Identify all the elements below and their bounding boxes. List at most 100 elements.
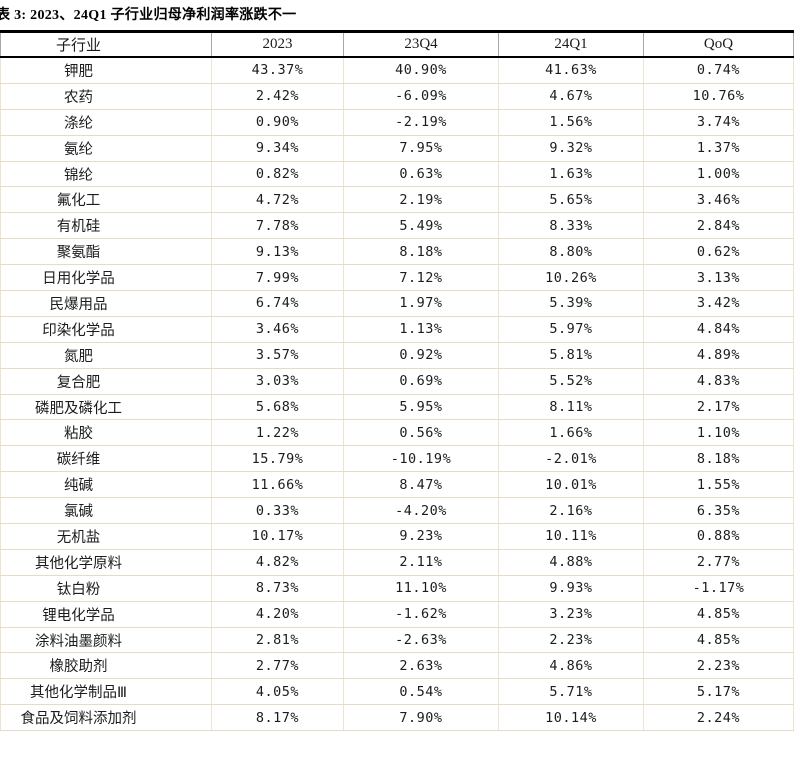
cell-value: 8.18%: [343, 238, 499, 266]
header-row: 子行业 2023 23Q4 24Q1 QoQ: [0, 31, 794, 58]
table-body: 钾肥 43.37% 40.90% 41.63% 0.74% 农药 2.42% -6.09% 4.…: [0, 57, 794, 732]
cell-industry-label: 锂电化学品: [0, 601, 212, 628]
cell-value: 0.33%: [211, 497, 344, 525]
cell-value: 2.24%: [643, 704, 794, 732]
cell-value: 10.01%: [498, 471, 644, 499]
cell-value: 8.80%: [498, 238, 644, 266]
cell-value: 2.42%: [211, 83, 344, 110]
cell-value: 3.46%: [211, 316, 344, 343]
cell-value: 2.19%: [343, 186, 499, 214]
cell-value: 3.42%: [643, 290, 794, 317]
table-row: 聚氨酯 9.13% 8.18% 8.80% 0.62%: [0, 238, 794, 266]
data-table: 子行业 2023 23Q4 24Q1 QoQ 钾肥 43.37% 40.90% 41.63% 0…: [0, 30, 794, 732]
table-row: 氮肥 3.57% 0.92% 5.81% 4.89%: [0, 342, 794, 369]
cell-industry-label: 其他化学原料: [0, 549, 212, 576]
cell-value: 5.17%: [643, 678, 794, 706]
cell-value: 4.85%: [643, 601, 794, 628]
cell-industry-label: 民爆用品: [0, 290, 212, 317]
cell-value: 2.23%: [498, 627, 644, 654]
cell-value: 3.23%: [498, 601, 644, 628]
cell-value: 7.95%: [343, 135, 499, 162]
cell-value: 2.77%: [643, 549, 794, 576]
cell-value: -4.20%: [343, 497, 499, 525]
report-page: 表 3: 2023、24Q1 子行业归母净利润率涨跌不一 子行业 2023 23Q4…: [0, 8, 794, 732]
cell-industry-label: 氯碱: [0, 497, 212, 525]
cell-value: 5.49%: [343, 212, 499, 240]
table-row: 民爆用品 6.74% 1.97% 5.39% 3.42%: [0, 290, 794, 317]
table-row: 有机硅 7.78% 5.49% 8.33% 2.84%: [0, 212, 794, 240]
cell-value: 4.88%: [498, 549, 644, 576]
cell-value: 2.11%: [343, 549, 499, 576]
cell-value: 0.54%: [343, 678, 499, 706]
cell-value: 5.81%: [498, 342, 644, 369]
table-row: 食品及饲料添加剂 8.17% 7.90% 10.14% 2.24%: [0, 704, 794, 732]
cell-industry-label: 磷肥及磷化工: [0, 394, 212, 421]
table-row: 钛白粉 8.73% 11.10% 9.93% -1.17%: [0, 575, 794, 602]
cell-value: 1.22%: [211, 419, 344, 447]
table-row: 日用化学品 7.99% 7.12% 10.26% 3.13%: [0, 264, 794, 292]
cell-value: 2.77%: [211, 652, 344, 680]
table-caption: 表 3: 2023、24Q1 子行业归母净利润率涨跌不一: [0, 8, 297, 23]
cell-industry-label: 氮肥: [0, 342, 212, 369]
cell-value: 10.26%: [498, 264, 644, 292]
table-row: 纯碱 11.66% 8.47% 10.01% 1.55%: [0, 471, 794, 499]
cell-industry-label: 氟化工: [0, 186, 212, 214]
cell-value: 10.14%: [498, 704, 644, 732]
cell-value: 5.52%: [498, 368, 644, 395]
table-row: 印染化学品 3.46% 1.13% 5.97% 4.84%: [0, 316, 794, 343]
table-row: 涂料油墨颜料 2.81% -2.63% 2.23% 4.85%: [0, 627, 794, 654]
table-row: 氨纶 9.34% 7.95% 9.32% 1.37%: [0, 135, 794, 162]
cell-value: 2.81%: [211, 627, 344, 654]
cell-value: 43.37%: [211, 57, 344, 84]
cell-value: 6.35%: [643, 497, 794, 525]
table-row: 无机盐 10.17% 9.23% 10.11% 0.88%: [0, 523, 794, 550]
cell-value: 2.84%: [643, 212, 794, 240]
cell-value: 3.13%: [643, 264, 794, 292]
cell-value: 4.82%: [211, 549, 344, 576]
cell-value: 0.56%: [343, 419, 499, 447]
cell-value: -1.17%: [643, 575, 794, 602]
cell-value: 10.17%: [211, 523, 344, 550]
cell-value: 5.39%: [498, 290, 644, 317]
cell-value: 1.63%: [498, 161, 644, 188]
table-row: 氟化工 4.72% 2.19% 5.65% 3.46%: [0, 186, 794, 214]
cell-value: 10.76%: [643, 83, 794, 110]
cell-value: 1.56%: [498, 109, 644, 136]
cell-value: 1.37%: [643, 135, 794, 162]
cell-value: 0.74%: [643, 57, 794, 84]
cell-value: 4.72%: [211, 186, 344, 214]
cell-value: 1.00%: [643, 161, 794, 188]
cell-industry-label: 食品及饲料添加剂: [0, 704, 212, 732]
cell-industry-label: 其他化学制品Ⅲ: [0, 678, 212, 706]
cell-value: 8.47%: [343, 471, 499, 499]
cell-value: 0.88%: [643, 523, 794, 550]
cell-value: 9.34%: [211, 135, 344, 162]
cell-value: 6.74%: [211, 290, 344, 317]
cell-value: 3.57%: [211, 342, 344, 369]
table-row: 锂电化学品 4.20% -1.62% 3.23% 4.85%: [0, 601, 794, 628]
cell-value: 7.12%: [343, 264, 499, 292]
cell-industry-label: 印染化学品: [0, 316, 212, 343]
cell-industry-label: 碳纤维: [0, 445, 212, 473]
cell-industry-label: 橡胶助剂: [0, 652, 212, 680]
cell-value: 8.73%: [211, 575, 344, 602]
cell-industry-label: 钛白粉: [0, 575, 212, 602]
cell-value: 5.71%: [498, 678, 644, 706]
table-row: 其他化学原料 4.82% 2.11% 4.88% 2.77%: [0, 549, 794, 576]
cell-value: -6.09%: [343, 83, 499, 110]
cell-industry-label: 粘胶: [0, 419, 212, 447]
table-row: 磷肥及磷化工 5.68% 5.95% 8.11% 2.17%: [0, 394, 794, 421]
column-header-0: 子行业: [0, 31, 212, 58]
cell-value: 7.99%: [211, 264, 344, 292]
cell-value: -10.19%: [343, 445, 499, 473]
cell-value: -2.63%: [343, 627, 499, 654]
table-row: 橡胶助剂 2.77% 2.63% 4.86% 2.23%: [0, 652, 794, 680]
cell-value: 2.63%: [343, 652, 499, 680]
column-header-1: 2023: [211, 31, 344, 58]
column-header-2: 23Q4: [343, 31, 499, 58]
table-row: 氯碱 0.33% -4.20% 2.16% 6.35%: [0, 497, 794, 525]
cell-value: 0.62%: [643, 238, 794, 266]
cell-value: 5.65%: [498, 186, 644, 214]
cell-value: 9.32%: [498, 135, 644, 162]
cell-value: 5.97%: [498, 316, 644, 343]
